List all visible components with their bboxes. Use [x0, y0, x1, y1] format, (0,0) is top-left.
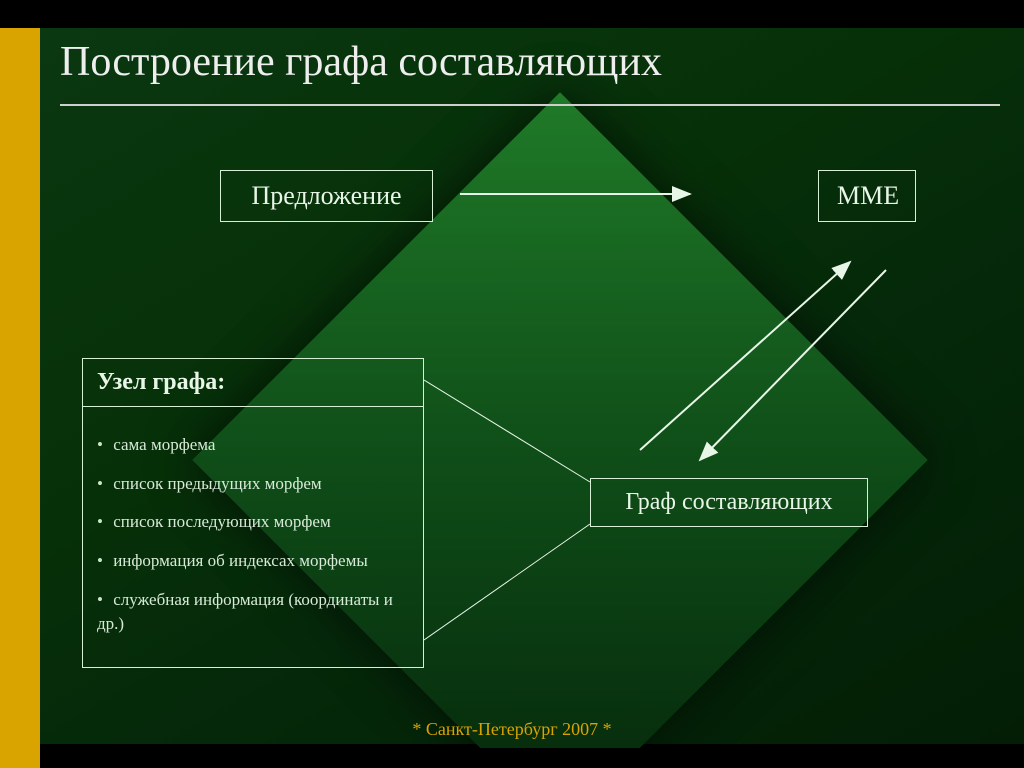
- list-item: • список последующих морфем: [97, 510, 409, 535]
- node-graf: Граф составляющих: [590, 478, 868, 527]
- slide-title: Построение графа составляющих: [60, 38, 1000, 106]
- panel-body: • сама морфема • список предыдущих морфе…: [83, 407, 423, 667]
- list-item-label: служебная информация (координаты и др.): [97, 590, 393, 634]
- slide-footer: * Санкт-Петербург 2007 *: [0, 719, 1024, 740]
- bullet-icon: •: [97, 512, 103, 531]
- node-mme: ММЕ: [818, 170, 916, 222]
- panel-heading: Узел графа:: [83, 359, 423, 407]
- list-item-label: информация об индексах морфемы: [113, 551, 368, 570]
- bullet-icon: •: [97, 474, 103, 493]
- decor-sidebar-gold: [0, 0, 40, 768]
- bullet-icon: •: [97, 551, 103, 570]
- list-item-label: список предыдущих морфем: [113, 474, 321, 493]
- list-item: • информация об индексах морфемы: [97, 549, 409, 574]
- decor-bottom-black: [40, 748, 1024, 768]
- list-item: • список предыдущих морфем: [97, 472, 409, 497]
- panel-node-details: Узел графа: • сама морфема • список пред…: [82, 358, 424, 668]
- slide-stage: Построение графа составляющих Предложени…: [0, 0, 1024, 768]
- list-item-label: сама морфема: [113, 435, 215, 454]
- bullet-icon: •: [97, 590, 103, 609]
- decor-top-black: [0, 0, 1024, 28]
- list-item-label: список последующих морфем: [113, 512, 331, 531]
- node-sentence: Предложение: [220, 170, 433, 222]
- list-item: • служебная информация (координаты и др.…: [97, 588, 409, 637]
- list-item: • сама морфема: [97, 433, 409, 458]
- bullet-icon: •: [97, 435, 103, 454]
